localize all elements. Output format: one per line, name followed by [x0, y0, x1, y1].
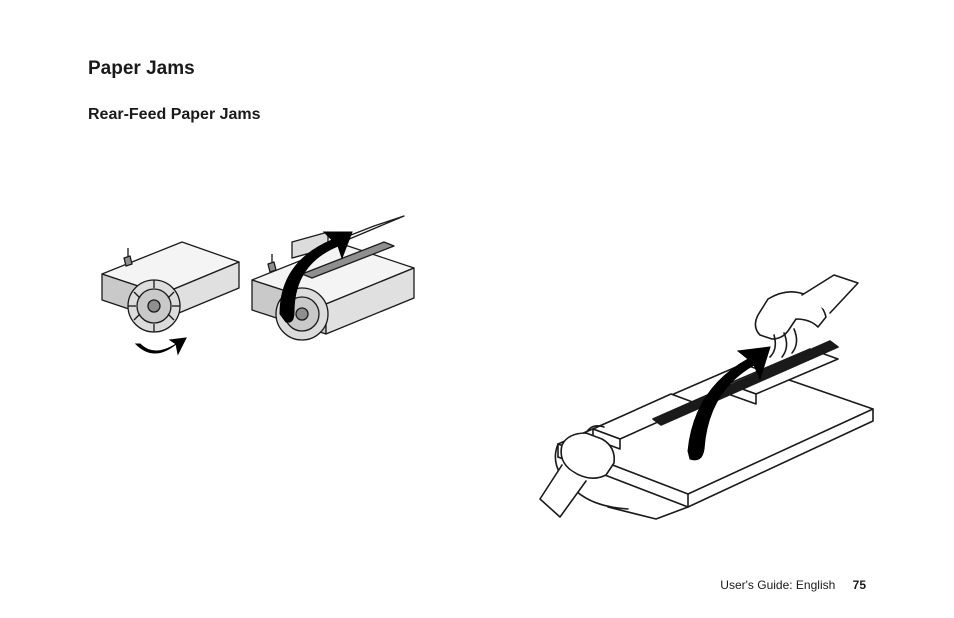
page: Paper Jams Rear-Feed Paper Jams: [0, 0, 954, 618]
figure-right-svg: [538, 269, 878, 529]
page-number: 75: [853, 578, 866, 592]
figure-left-svg: [94, 202, 424, 372]
section-title: Rear-Feed Paper Jams: [88, 106, 866, 124]
page-footer: User's Guide: English 75: [720, 578, 866, 592]
footer-label: User's Guide: English: [720, 578, 835, 592]
figure-right: [538, 269, 878, 529]
figure-left: [94, 202, 424, 372]
page-title: Paper Jams: [88, 58, 866, 80]
figure-area: [88, 154, 866, 574]
